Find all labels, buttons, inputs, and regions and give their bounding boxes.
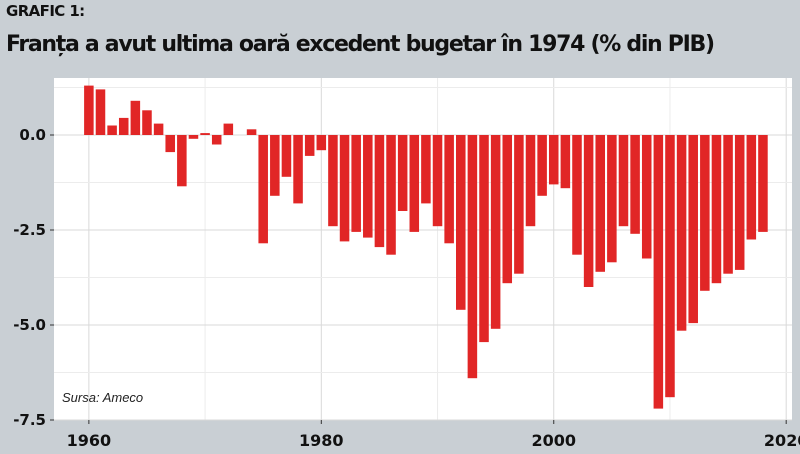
bar-2003 xyxy=(583,135,594,287)
bar-2016 xyxy=(734,135,745,270)
bar-1989 xyxy=(421,135,431,204)
bar-2006 xyxy=(618,135,629,227)
bar-2009 xyxy=(653,135,664,409)
bar-2008 xyxy=(641,135,652,259)
bar-1979 xyxy=(304,135,315,156)
bar-2018 xyxy=(758,135,768,232)
bar-1976 xyxy=(270,135,280,196)
bars xyxy=(84,85,768,409)
bar-1964 xyxy=(130,100,141,135)
y-axis: 0.0 -2.5 -5.0 -7.5 xyxy=(13,126,54,429)
bar-1977 xyxy=(281,135,292,177)
bar-1992 xyxy=(456,135,466,310)
bar-1960 xyxy=(84,85,94,135)
bar-1987 xyxy=(397,135,408,211)
bar-1975 xyxy=(258,135,268,244)
bar-2004 xyxy=(595,135,606,272)
y-tick-label: -5.0 xyxy=(13,316,46,334)
bar-1972 xyxy=(223,123,234,135)
bar-2000 xyxy=(548,135,559,185)
bar-1981 xyxy=(328,135,338,227)
bar-1997 xyxy=(514,135,524,274)
bar-1974 xyxy=(246,129,257,135)
x-tick-label: 1980 xyxy=(299,431,344,450)
bar-1978 xyxy=(293,135,303,204)
bar-1986 xyxy=(386,135,396,255)
bar-1983 xyxy=(351,135,361,232)
bar-1988 xyxy=(409,135,420,232)
bar-1996 xyxy=(502,135,513,284)
bar-1968 xyxy=(177,135,187,187)
bar-1980 xyxy=(316,135,327,151)
y-tick-label: 0.0 xyxy=(19,126,46,144)
bar-1998 xyxy=(525,135,536,227)
bar-2007 xyxy=(630,135,640,234)
chart-title: Franța a avut ultima oară excedent buget… xyxy=(6,32,715,57)
x-tick-label: 2020 xyxy=(764,431,800,450)
bar-2014 xyxy=(711,135,722,284)
bar-1961 xyxy=(95,89,106,135)
bar-1990 xyxy=(432,135,443,227)
bar-1966 xyxy=(153,123,164,135)
y-tick-label: -7.5 xyxy=(13,411,46,429)
bar-1999 xyxy=(537,135,547,196)
bar-1993 xyxy=(467,135,478,379)
bar-2002 xyxy=(572,135,582,255)
bar-1994 xyxy=(479,135,489,343)
chart-label: GRAFIC 1: xyxy=(6,2,85,20)
bar-2012 xyxy=(688,135,698,324)
x-tick-label: 1960 xyxy=(67,431,112,450)
bar-1963 xyxy=(118,117,129,135)
bar-1970 xyxy=(200,133,210,135)
bar-1985 xyxy=(374,135,385,248)
bar-2011 xyxy=(676,135,687,331)
bar-2005 xyxy=(607,135,617,263)
bar-2001 xyxy=(560,135,571,189)
bar-2010 xyxy=(665,135,675,398)
bar-1967 xyxy=(165,135,175,153)
source-note: Sursa: Ameco xyxy=(62,390,143,405)
bar-2013 xyxy=(700,135,710,291)
bar-2015 xyxy=(723,135,733,274)
y-tick-label: -2.5 xyxy=(13,221,46,239)
x-axis: 1960 1980 2000 2020 xyxy=(67,420,800,450)
bar-1984 xyxy=(363,135,373,238)
bar-1982 xyxy=(339,135,350,242)
bar-1971 xyxy=(211,135,222,145)
bar-1965 xyxy=(142,110,152,135)
x-tick-label: 2000 xyxy=(531,431,576,450)
bar-1995 xyxy=(490,135,501,329)
bar-1962 xyxy=(107,125,117,135)
bar-2017 xyxy=(746,135,757,240)
bar-1969 xyxy=(188,135,199,139)
bar-1991 xyxy=(444,135,454,244)
